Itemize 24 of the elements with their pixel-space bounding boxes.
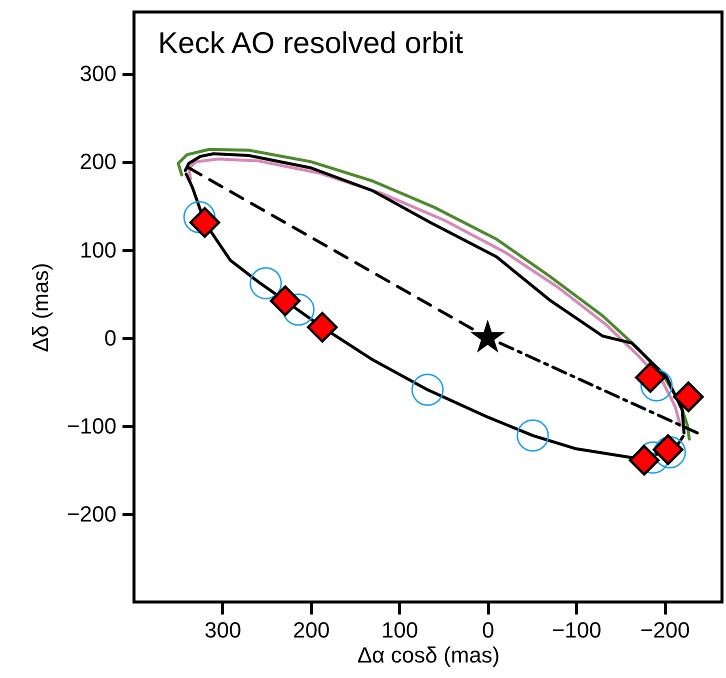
x-tick-label: −200 [640, 618, 690, 642]
point [516, 419, 549, 452]
point [189, 207, 220, 238]
y-tick-label: −100 [66, 413, 116, 438]
point [250, 267, 282, 300]
y-tick-label: 200 [80, 149, 116, 174]
x-tick-label: 200 [292, 618, 330, 642]
point [270, 285, 301, 316]
point [673, 381, 704, 412]
y-tick-label: −200 [66, 501, 116, 526]
point [411, 374, 444, 406]
point [306, 312, 338, 343]
y-tick-label: 0 [104, 325, 116, 350]
annotation: Keck AO resolved orbit [158, 27, 464, 60]
y-tick-label: 300 [80, 61, 116, 86]
x-tick-label: 100 [381, 618, 418, 642]
x-tick-label: 300 [204, 618, 242, 642]
x-axis-title: Δα cosδ (mas) [357, 642, 500, 668]
y-axis-title: Δδ (mas) [28, 262, 53, 352]
x-tick-label: 0 [482, 618, 494, 642]
x-tick-label: −100 [552, 618, 602, 642]
point [634, 362, 666, 393]
y-tick-label: 100 [80, 237, 116, 262]
point [628, 444, 660, 476]
